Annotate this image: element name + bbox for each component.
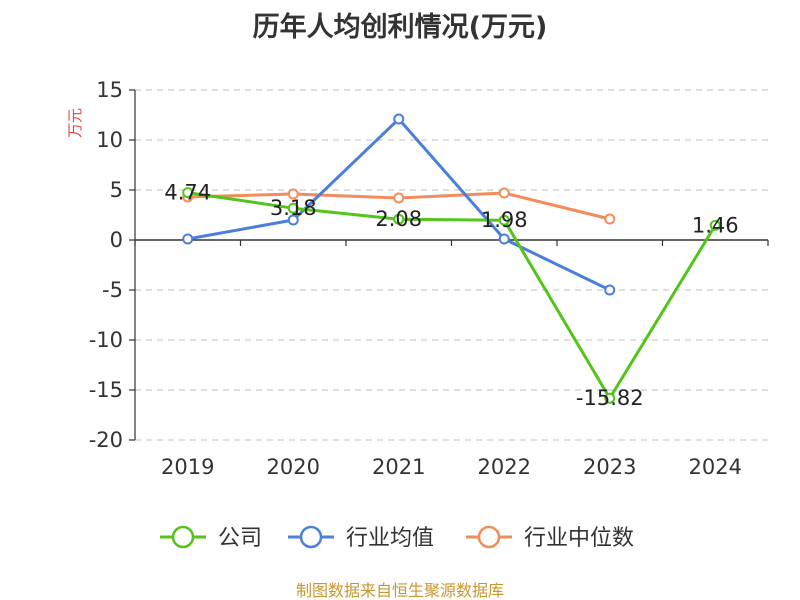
data-point — [604, 392, 616, 404]
y-tick-label: 5 — [110, 178, 123, 202]
x-tick-label: 2020 — [267, 455, 320, 479]
axes: 15 10 5 0 -5 -10 -15 -20 2019 2020 2021 2022 2023 202… — [89, 78, 769, 479]
x-tick-label: 2019 — [161, 455, 214, 479]
x-tick-label: 2024 — [689, 455, 742, 479]
x-tick-label: 2021 — [372, 455, 425, 479]
legend-marker — [477, 525, 501, 549]
data-label: 4.74 — [164, 181, 211, 205]
data-label: 1.46 — [692, 213, 739, 237]
legend-item-2[interactable]: 行业中位数 — [466, 525, 634, 551]
gridlines — [135, 89, 768, 441]
y-tick-label: -5 — [102, 278, 123, 302]
y-tick-label: -20 — [89, 428, 123, 452]
data-point — [393, 192, 405, 204]
data-label: 2.08 — [375, 207, 422, 231]
data-point — [393, 213, 405, 225]
data-point — [709, 219, 721, 231]
y-tick-label: 0 — [110, 228, 123, 252]
data-point — [498, 214, 510, 226]
legend-marker — [171, 525, 195, 549]
data-label: 3.18 — [270, 196, 317, 220]
x-tick-label: 2022 — [478, 455, 531, 479]
legend-label: 公司 — [218, 526, 262, 551]
data-point — [498, 233, 510, 245]
y-tick-label: -10 — [89, 328, 123, 352]
legend: 公司 行业均值 行业中位数 — [160, 525, 634, 551]
chart-title: 历年人均创利情况(万元) — [253, 11, 548, 43]
series-lines — [182, 113, 721, 404]
data-labels: 4.74 3.18 2.08 1.98 -15.82 1.46 — [164, 181, 738, 411]
legend-item-0[interactable]: 公司 — [160, 525, 262, 551]
legend-label: 行业中位数 — [524, 526, 634, 551]
data-point — [182, 187, 194, 199]
data-point — [604, 284, 616, 296]
data-point — [287, 188, 299, 200]
data-label: 1.98 — [481, 208, 528, 232]
data-point — [604, 213, 616, 225]
data-point — [287, 202, 299, 214]
legend-marker — [299, 525, 323, 549]
source-footer: 制图数据来自恒生聚源数据库 — [296, 581, 504, 600]
legend-label: 行业均值 — [346, 526, 434, 551]
data-label: -15.82 — [576, 386, 644, 410]
data-point — [182, 233, 194, 245]
y-tick-label: -15 — [89, 378, 123, 402]
y-tick-label: 10 — [96, 128, 123, 152]
y-axis-label: 万元 — [66, 108, 84, 138]
data-point — [287, 214, 299, 226]
data-point — [393, 113, 405, 125]
x-tick-label: 2023 — [583, 455, 636, 479]
legend-item-1[interactable]: 行业均值 — [288, 525, 434, 551]
series-line-0 — [187, 191, 717, 400]
y-tick-label: 15 — [96, 78, 123, 102]
data-point — [498, 187, 510, 199]
